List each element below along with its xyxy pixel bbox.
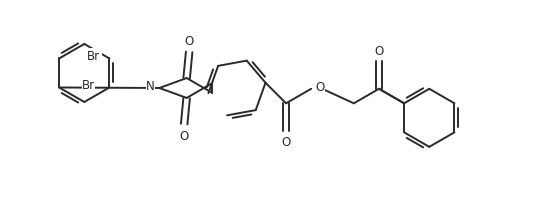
Text: O: O: [184, 35, 194, 48]
Text: Br: Br: [82, 79, 95, 92]
Text: O: O: [281, 136, 291, 149]
Text: N: N: [146, 80, 155, 93]
Text: O: O: [315, 80, 325, 93]
Text: O: O: [179, 129, 189, 142]
Text: Br: Br: [87, 50, 100, 63]
Text: O: O: [375, 44, 384, 57]
